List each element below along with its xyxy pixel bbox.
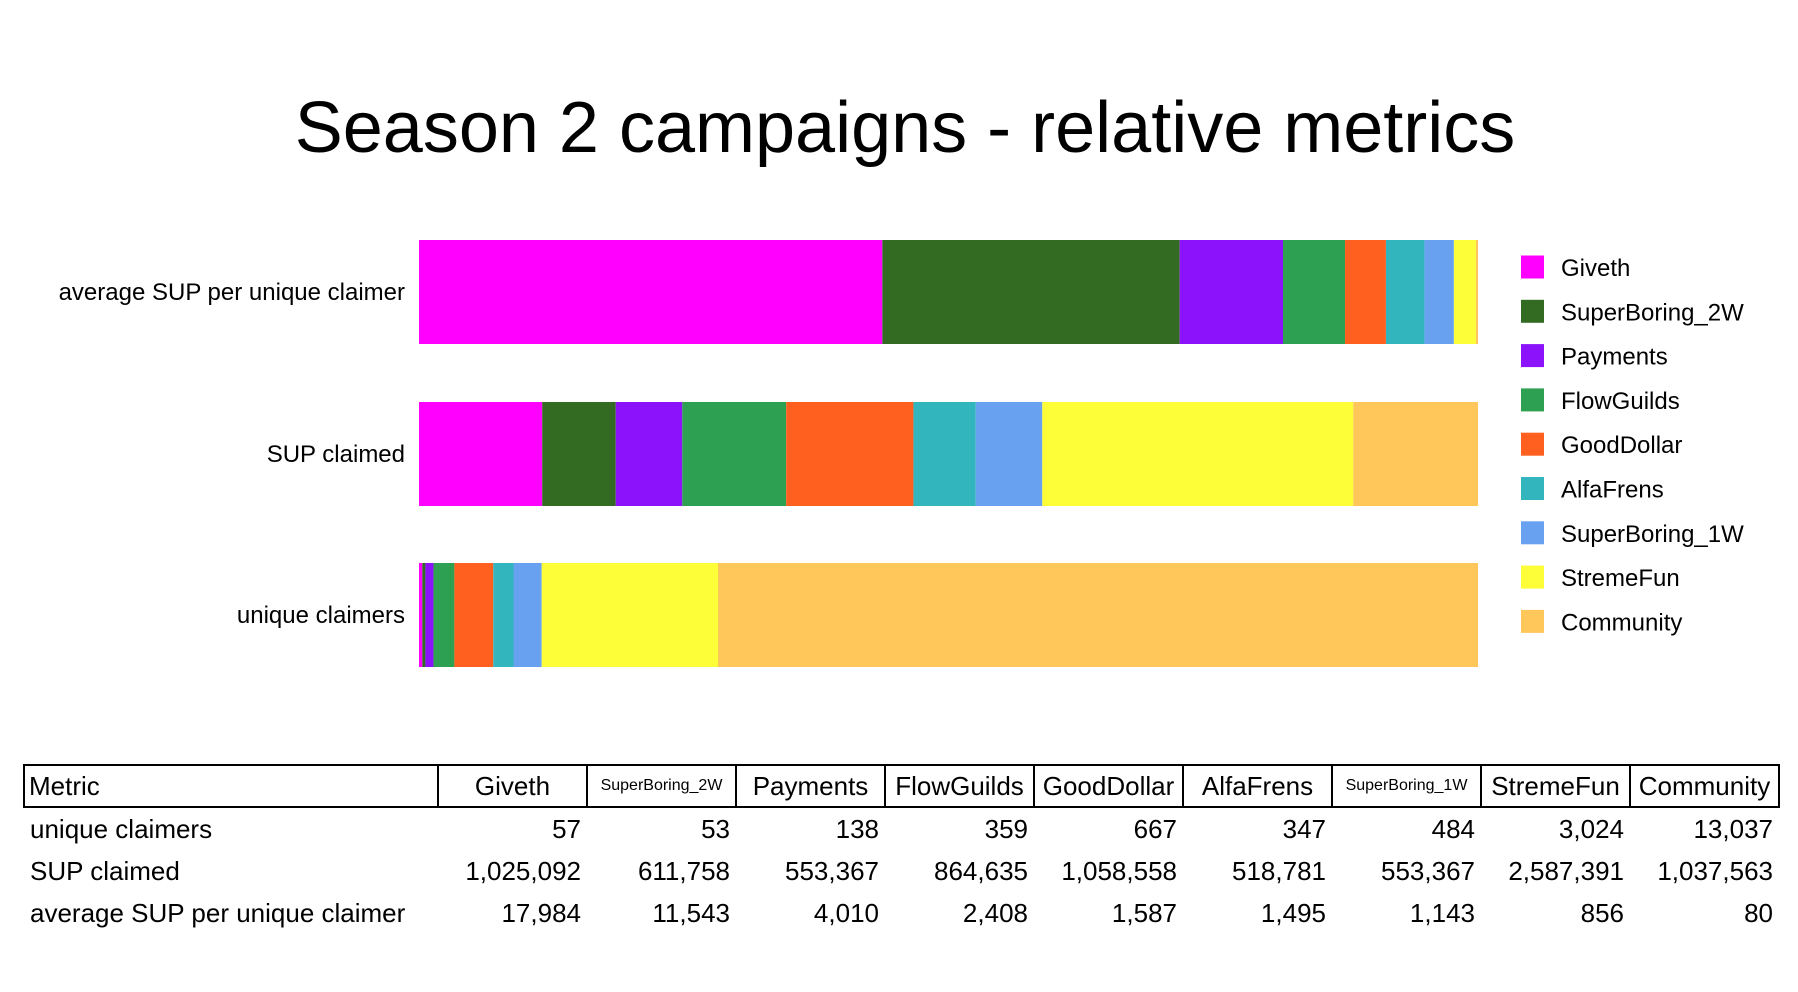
bar-segment-payments-unique-claimers [425, 563, 434, 667]
legend-swatch-stremefun [1521, 565, 1544, 589]
column-header-payments: Payments [735, 764, 886, 808]
column-header-gooddollar: GoodDollar [1033, 764, 1184, 808]
column-header-alfafrens: AlfaFrens [1182, 764, 1333, 808]
table-row-unique-claimers: unique claimers 57 53 138 359 667 347 48… [24, 807, 1779, 850]
bar-segment-stremefun-sup-claimed [1042, 402, 1354, 506]
table-cell: 667 [1133, 813, 1177, 844]
bar-segment-gooddollar-unique-claimers [454, 563, 494, 667]
table-cell: 1,037,563 [1657, 855, 1773, 886]
bar-segment-giveth-unique-claimers [419, 563, 423, 667]
bar-segment-alfafrens-sup-claimed [913, 402, 976, 506]
bar-segment-stremefun-average-sup-per-unique-claimer [1453, 240, 1476, 344]
legend-swatch-superboring-1w [1521, 521, 1544, 545]
category-label-average-sup-per-unique-claimer: average SUP per unique claimer [59, 279, 405, 306]
table-cell: 138 [835, 813, 879, 844]
column-header-superboring-2w: SuperBoring_2W [586, 764, 737, 808]
legend-swatch-alfafrens [1521, 477, 1544, 500]
legend-label-payments: Payments [1561, 344, 1668, 371]
stacked-bar-chart: Season 2 campaigns - relative metrics av… [59, 88, 1744, 667]
bar-segment-gooddollar-sup-claimed [786, 402, 914, 506]
table-cell: 484 [1431, 813, 1475, 844]
table-cell: 17,984 [501, 897, 581, 928]
table-cell: 13,037 [1693, 813, 1773, 844]
bar-segment-alfafrens-average-sup-per-unique-claimer [1385, 240, 1425, 344]
category-labels: average SUP per unique claimer SUP claime… [59, 279, 405, 629]
bar-segment-superboring-1w-average-sup-per-unique-claimer [1424, 240, 1454, 344]
table-cell: 80 [1744, 897, 1773, 928]
bar-segment-superboring-2w-sup-claimed [542, 402, 616, 506]
bar-segment-community-average-sup-per-unique-claimer [1475, 240, 1478, 344]
legend: Giveth SuperBoring_2W Payments FlowGuilds Go… [1521, 255, 1744, 636]
table-cell: 1,143 [1409, 897, 1475, 928]
table-cell: 553,367 [785, 855, 879, 886]
legend-swatch-payments [1521, 344, 1544, 368]
table-cell: 1,025,092 [465, 855, 581, 886]
bar-segment-payments-sup-claimed [615, 402, 683, 506]
table-cell: 864,635 [934, 855, 1028, 886]
column-header-stremefun: StremeFun [1480, 764, 1631, 808]
bar-segment-alfafrens-unique-claimers [493, 563, 514, 667]
legend-swatch-gooddollar [1521, 432, 1544, 456]
table-cell: 611,758 [637, 855, 730, 886]
bar-segment-giveth-sup-claimed [419, 402, 543, 506]
legend-label-community: Community [1561, 609, 1682, 636]
legend-swatch-giveth [1521, 255, 1544, 279]
bar-segment-superboring-1w-unique-claimers [513, 563, 542, 667]
metrics-table: Metric Giveth SuperBoring_2W Payments Fl… [23, 764, 1780, 934]
table-cell: 518,781 [1232, 855, 1326, 886]
category-label-unique-claimers: unique claimers [237, 602, 405, 629]
bar-segment-flowguilds-unique-claimers [433, 563, 455, 667]
column-header-giveth: Giveth [437, 764, 588, 808]
bar-segment-superboring-2w-unique-claimers [422, 563, 426, 667]
table-cell: 2,408 [962, 897, 1028, 928]
table-header-row: Metric Giveth SuperBoring_2W Payments Fl… [23, 764, 1780, 808]
table-cell: 856 [1580, 897, 1624, 928]
legend-swatch-flowguilds [1521, 388, 1544, 412]
table-cell: 57 [552, 813, 581, 844]
legend-label-alfafrens: AlfaFrens [1561, 477, 1664, 504]
bar-segment-superboring-1w-sup-claimed [975, 402, 1043, 506]
column-header-superboring-1w: SuperBoring_1W [1331, 764, 1482, 808]
row-label: average SUP per unique claimer [30, 897, 406, 928]
bar-segment-gooddollar-average-sup-per-unique-claimer [1345, 240, 1386, 344]
legend-label-gooddollar: GoodDollar [1561, 432, 1682, 459]
table-cell: 553,367 [1381, 855, 1475, 886]
column-header-flowguilds: FlowGuilds [884, 764, 1035, 808]
bar-segment-community-unique-claimers [717, 563, 1478, 667]
bar-segment-payments-average-sup-per-unique-claimer [1179, 240, 1284, 344]
legend-label-superboring-2w: SuperBoring_2W [1561, 299, 1744, 326]
bar-segment-flowguilds-sup-claimed [682, 402, 787, 506]
chart-title: Season 2 campaigns - relative metrics [295, 88, 1516, 168]
bar-segment-giveth-average-sup-per-unique-claimer [419, 240, 883, 344]
table-row-sup-claimed: SUP claimed 1,025,092 611,758 553,367 86… [24, 850, 1779, 892]
column-header-community: Community [1629, 764, 1780, 808]
row-label: unique claimers [30, 813, 213, 844]
bar-segment-stremefun-unique-claimers [541, 563, 718, 667]
table-cell: 347 [1282, 813, 1326, 844]
table-cell: 1,058,558 [1061, 855, 1177, 886]
table-cell: 3,024 [1558, 813, 1624, 844]
category-label-sup-claimed: SUP claimed [267, 441, 405, 468]
table-cell: 1,587 [1111, 897, 1177, 928]
table-cell: 359 [984, 813, 1028, 844]
bar-segment-community-sup-claimed [1353, 402, 1478, 506]
legend-swatch-superboring-2w [1521, 299, 1544, 323]
legend-label-stremefun: StremeFun [1561, 565, 1680, 592]
table-cell: 4,010 [813, 897, 879, 928]
legend-label-giveth: Giveth [1561, 255, 1630, 282]
table-row-average-sup: average SUP per unique claimer 17,984 11… [24, 892, 1779, 934]
bars-layer [419, 240, 1478, 667]
bar-segment-flowguilds-average-sup-per-unique-claimer [1283, 240, 1346, 344]
legend-label-flowguilds: FlowGuilds [1561, 388, 1680, 415]
table-cell: 11,543 [652, 897, 730, 928]
legend-label-superboring-1w: SuperBoring_1W [1561, 521, 1744, 548]
metric-column-header: Metric [23, 764, 439, 808]
legend-swatch-community [1521, 609, 1544, 633]
row-label: SUP claimed [30, 855, 180, 886]
table-cell: 2,587,391 [1508, 855, 1624, 886]
table-cell: 53 [701, 813, 730, 844]
bar-segment-superboring-2w-average-sup-per-unique-claimer [882, 240, 1180, 344]
table-cell: 1,495 [1260, 897, 1326, 928]
